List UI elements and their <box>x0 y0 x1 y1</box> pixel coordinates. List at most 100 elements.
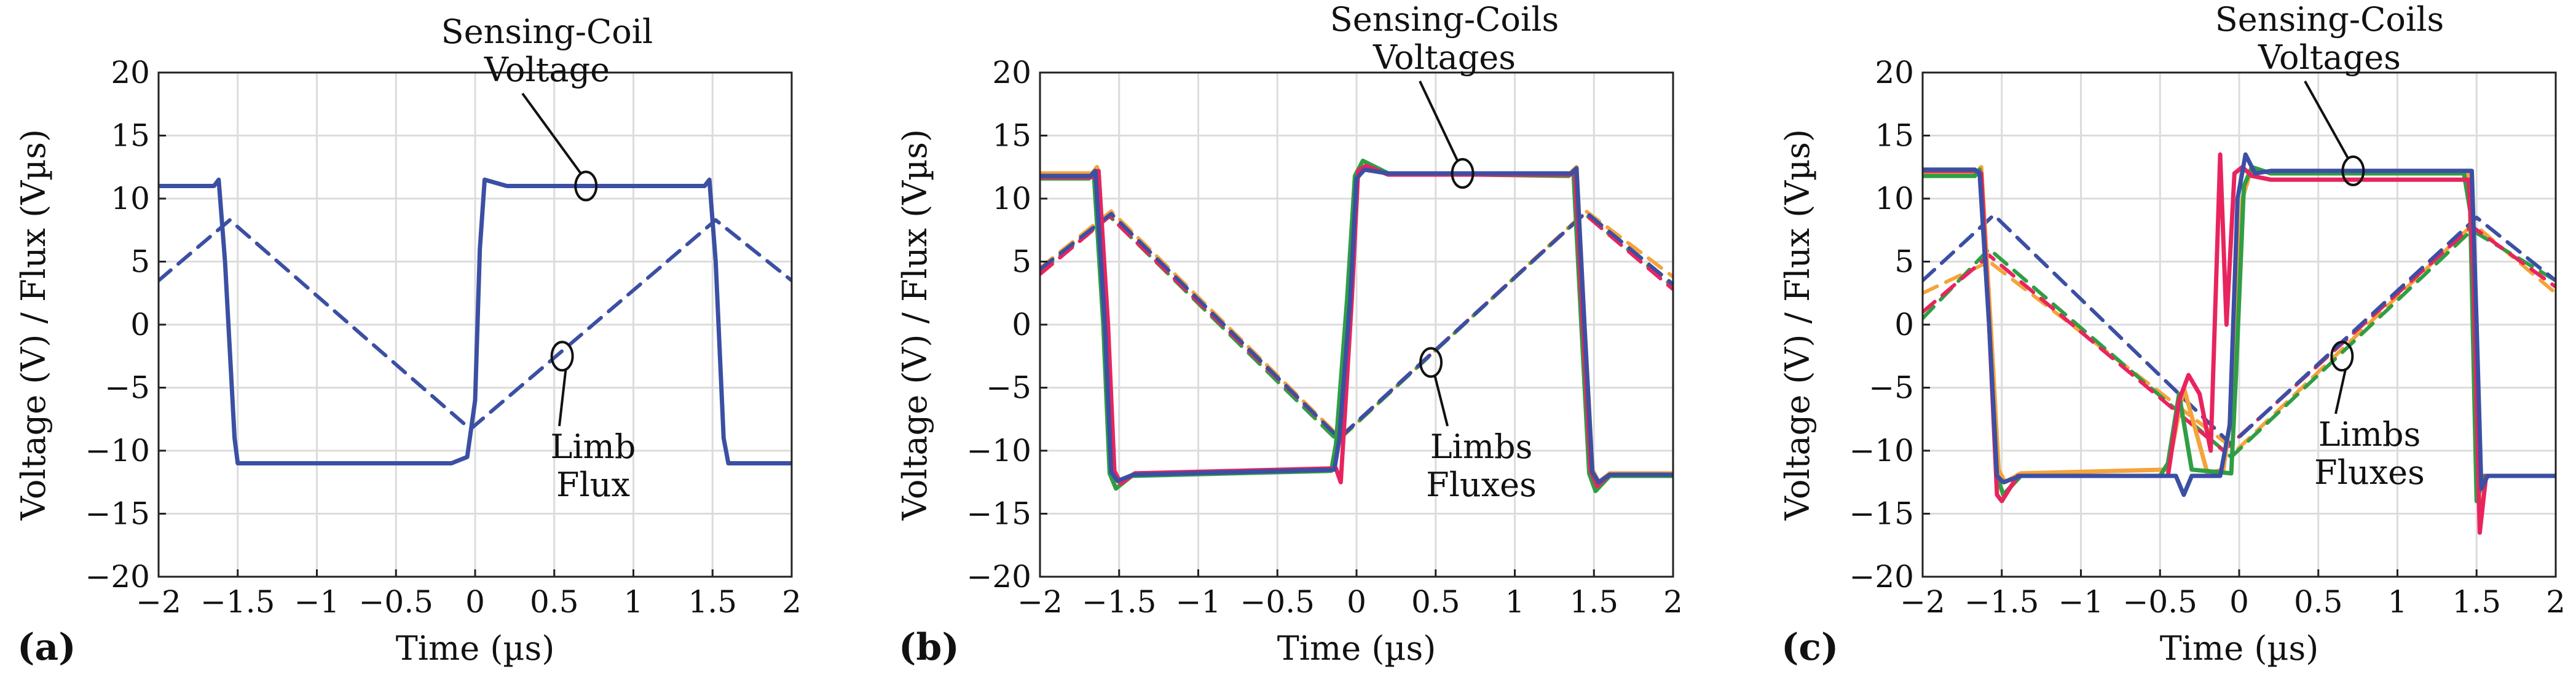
series-group <box>1923 152 2556 535</box>
series-flux-3 <box>1040 212 1673 440</box>
x-tick-label: 2 <box>782 584 802 620</box>
panel-label: (c) <box>1781 626 1838 669</box>
y-tick-label: −5 <box>1869 370 1914 406</box>
y-axis-title: Voltage (V) / Flux (Vµs) <box>896 129 934 521</box>
annotation-line: Limbs <box>1430 427 1533 466</box>
annotation-line: Voltage <box>484 50 610 89</box>
x-tick-label: −2 <box>1017 584 1063 620</box>
y-tick-label: 5 <box>1012 244 1031 280</box>
y-tick-label: −10 <box>1849 433 1914 469</box>
x-tick-label: 2 <box>1663 584 1683 620</box>
y-tick-label: 10 <box>1875 181 1914 216</box>
series-group <box>159 177 792 465</box>
y-tick-label: −15 <box>1849 496 1914 532</box>
y-tick-label: 20 <box>992 55 1031 90</box>
x-tick-label: −1 <box>1176 584 1221 620</box>
y-tick-label: −5 <box>104 370 150 406</box>
y-tick-label: 20 <box>111 55 150 90</box>
x-tick-label: 0 <box>2229 584 2249 620</box>
y-tick-label: −10 <box>966 433 1031 469</box>
x-tick-label: 0.5 <box>2294 584 2343 620</box>
x-axis-title: Time (µs) <box>2160 629 2319 668</box>
x-tick-label: 1.5 <box>2452 584 2501 620</box>
annotation-ellipse <box>2330 341 2354 372</box>
annotation-line: Limbs <box>2318 415 2421 454</box>
x-axis-title: Time (µs) <box>1277 629 1436 668</box>
y-tick-label: 10 <box>992 181 1031 216</box>
annotation-ellipse <box>550 341 574 372</box>
panel-2: −2 −1.5 −1 −0.5 0 0.5 1 1.5 2 −20 −15 −10 −5 0 5 10 15 20… <box>896 0 1683 669</box>
x-tick-label: −1.5 <box>1964 584 2039 620</box>
x-tick-label: −1.5 <box>1082 584 1156 620</box>
x-tick-label: 0.5 <box>530 584 579 620</box>
x-tick-label: 0 <box>465 584 485 620</box>
y-tick-label: 15 <box>111 118 150 154</box>
x-tick-label: 0 <box>1347 584 1366 620</box>
annotation-ellipse <box>2341 155 2365 186</box>
annotation-voltage: Sensing-Coils Voltages <box>2215 0 2444 77</box>
y-tick-label: 0 <box>130 307 150 342</box>
annotation-line: Limb <box>551 427 636 466</box>
annotation-voltage: Sensing-Coil Voltage <box>441 12 653 89</box>
annotation-line: Voltages <box>1373 38 1516 77</box>
annotation-flux: Limbs Fluxes <box>1426 427 1537 504</box>
y-tick-label: 0 <box>1894 307 1914 342</box>
y-tick-label: 20 <box>1875 55 1914 90</box>
x-tick-label: 2 <box>2546 584 2566 620</box>
annotation-leader-line <box>1433 374 1449 427</box>
panel-1: −2 −1.5 −1 −0.5 0 0.5 1 1.5 2 −20 −15 −10 −5 0 5 10 15 20… <box>14 12 802 669</box>
annotation-line: Sensing-Coil <box>441 12 653 51</box>
x-tick-label: −1.5 <box>200 584 275 620</box>
panel-label: (b) <box>899 626 959 669</box>
series-flux-4 <box>1040 210 1673 440</box>
x-tick-label: 1 <box>2388 584 2408 620</box>
x-tick-label: −2 <box>136 584 181 620</box>
x-tick-label: −0.5 <box>2123 584 2197 620</box>
x-axis-title: Time (µs) <box>396 629 555 668</box>
annotation-line: Fluxes <box>2314 453 2425 492</box>
annotation-line: Flux <box>556 465 630 504</box>
annotation-line: Sensing-Coils <box>2215 0 2444 39</box>
x-tick-label: 1.5 <box>688 584 737 620</box>
annotation-ellipse <box>574 170 598 202</box>
annotation-leader-line <box>558 368 567 427</box>
x-tick-label: −1 <box>2058 584 2104 620</box>
annotation-flux: Limb Flux <box>551 427 636 504</box>
x-tick-label: 1 <box>624 584 644 620</box>
annotation-leader-line <box>521 92 582 175</box>
y-tick-label: 0 <box>1012 307 1031 342</box>
annotation-flux: Limbs Fluxes <box>2314 415 2425 492</box>
panel-label: (a) <box>17 626 76 669</box>
y-tick-label: −20 <box>85 559 150 595</box>
annotation-leader-line <box>2334 368 2347 414</box>
y-tick-label: −5 <box>986 370 1031 406</box>
annotation-line: Fluxes <box>1426 465 1537 504</box>
x-tick-label: 1 <box>1505 584 1525 620</box>
y-tick-label: 5 <box>130 244 150 280</box>
y-tick-label: 5 <box>1894 244 1914 280</box>
y-tick-label: 15 <box>1875 118 1914 154</box>
y-tick-label: 10 <box>111 181 150 216</box>
y-axis-title: Voltage (V) / Flux (Vµs) <box>1778 129 1817 521</box>
y-axis-title: Voltage (V) / Flux (Vµs) <box>14 129 53 521</box>
y-tick-label: −20 <box>966 559 1031 595</box>
annotation-leader-line <box>1419 81 1459 162</box>
annotation-leader-line <box>2304 81 2350 159</box>
panel-3: −2 −1.5 −1 −0.5 0 0.5 1 1.5 2 −20 −15 −10 −5 0 5 10 15 20… <box>1778 0 2566 669</box>
series-voltage-4 <box>1923 152 2556 497</box>
annotation-line: Voltages <box>2258 38 2401 77</box>
annotation-ellipse <box>1419 347 1443 378</box>
y-tick-label: −10 <box>85 433 150 469</box>
y-tick-label: −15 <box>966 496 1031 532</box>
annotation-voltage: Sensing-Coils Voltages <box>1330 0 1559 77</box>
y-tick-label: −15 <box>85 496 150 532</box>
annotation-ellipse <box>1451 158 1475 189</box>
x-tick-label: −0.5 <box>359 584 433 620</box>
x-tick-label: 1.5 <box>1569 584 1618 620</box>
x-tick-label: −1 <box>294 584 340 620</box>
x-tick-label: 0.5 <box>1411 584 1460 620</box>
series-group <box>1040 159 1673 494</box>
annotation-line: Sensing-Coils <box>1330 0 1559 39</box>
x-tick-label: −2 <box>1900 584 1945 620</box>
